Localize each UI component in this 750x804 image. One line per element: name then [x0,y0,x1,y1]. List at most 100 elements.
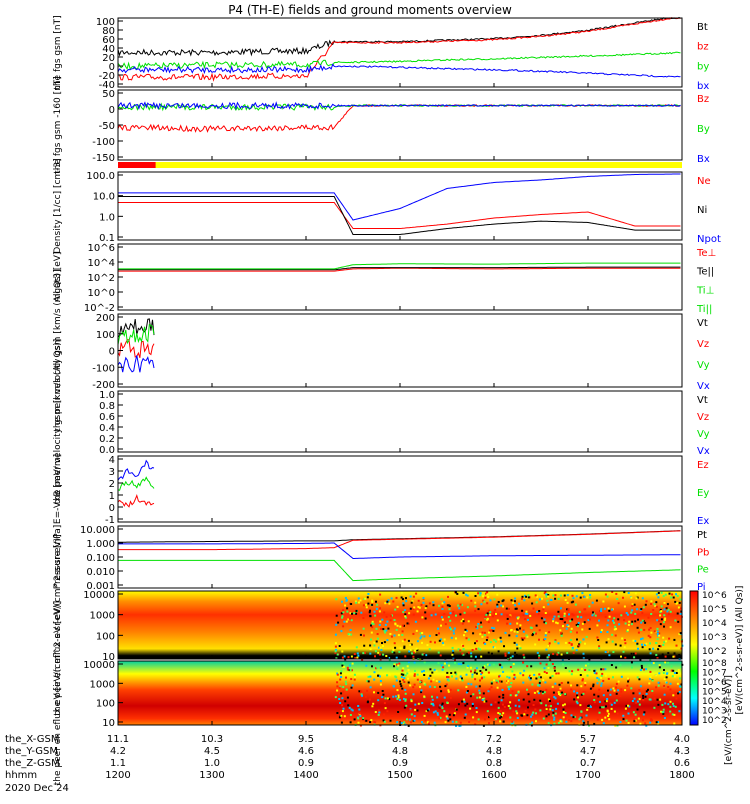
spectrogram-pixel [547,645,550,647]
spectrogram-pixel [656,627,659,630]
spectrogram-pixel [642,697,645,700]
spectrogram-pixel [462,618,464,621]
spectrogram-pixel [601,718,604,721]
spectrogram-pixel [508,688,510,691]
spectrogram-pixel [509,694,512,697]
colorbar-tick-label: 10^2 [702,716,727,726]
spectrogram-pixel [446,604,449,607]
spectrogram-pixel [371,603,374,606]
spectrogram-pixel [375,640,378,643]
spectrogram-pixel [370,638,372,641]
spectrogram-pixel [611,633,614,636]
spectrogram-pixel [523,713,526,716]
y-axis-label: mgat3 [eV] [53,252,63,303]
spectrogram-pixel [535,632,537,635]
spectrogram-pixel [547,603,550,606]
spectrogram-pixel [657,703,660,706]
spectrogram-pixel [413,673,416,676]
spectrogram-pixel [435,693,438,696]
spectrogram-pixel [446,717,449,720]
spectrogram-pixel [578,610,581,613]
spectrogram-pixel [410,601,413,604]
spectrogram-pixel [446,701,449,704]
spectrogram-pixel [350,619,353,622]
spectrogram-pixel [350,708,353,711]
spectrogram-pixel [576,638,578,641]
spectrogram-pixel [415,647,418,650]
spectrogram-pixel [660,591,663,594]
spectrogram-pixel [398,662,401,665]
y-tick-label: 10^6 [88,243,115,254]
spectrogram-pixel [337,621,340,624]
panel-8: the peir en eflux eV [eV/(cm^2-s-sr-eV)]… [53,534,684,716]
spectrogram-pixel [382,653,385,656]
spectrogram-pixel [649,627,652,629]
spectrogram-pixel [469,666,472,669]
spectrogram-pixel [376,637,379,640]
spectrogram-pixel [403,645,406,648]
spectrogram-pixel [636,700,639,703]
spectrogram-pixel [546,599,549,602]
spectrogram-pixel [667,608,670,611]
spectrogram-pixel [407,671,410,674]
spectrogram-pixel [587,704,590,707]
spectrogram-pixel [395,695,397,698]
spectrogram-pixel [600,706,603,709]
spectrogram-pixel [373,641,376,644]
spectrogram-pixel [519,647,522,650]
spectrogram-pixel [412,613,415,616]
spectrogram-pixel [501,703,504,706]
spectrogram-pixel [667,661,670,664]
spectrogram-pixel [532,633,534,636]
colorbar-tick-label: 10^7 [702,669,727,679]
spectrogram-pixel [444,721,447,724]
spectrogram-pixel [435,634,438,636]
spectrogram-pixel [359,715,362,718]
spectrogram-pixel [503,645,505,648]
spectrogram-pixel [511,690,514,693]
spectrogram-pixel [612,676,614,679]
spectrogram-pixel [645,693,648,695]
spectrogram-pixel [432,678,435,681]
spectrogram-pixel [526,665,529,668]
y-tick-label: -50 [99,121,115,132]
spectrogram-pixel [413,606,416,609]
spectrogram-pixel [544,634,547,637]
spectrogram-pixel [504,652,507,655]
spectrogram-pixel [417,702,420,705]
spectrogram-pixel [657,721,660,724]
panel-frame [117,171,683,241]
spectrogram-pixel [571,613,574,616]
spectrogram-pixel [542,638,545,641]
series-Ex [117,459,155,481]
spectrogram-pixel [555,672,558,675]
spectrogram-pixel [514,676,517,679]
spectrogram-pixel [499,636,502,639]
spectrogram-pixel [459,678,462,681]
spectrogram-pixel [497,701,500,704]
spectrogram-pixel [539,680,542,683]
spectrogram-pixel [544,591,547,594]
spectrogram-pixel [513,600,516,603]
spectrogram-pixel [404,692,407,695]
spectrogram-pixel [669,626,672,629]
spectrogram-pixel [481,671,484,674]
spectrogram-pixel [381,642,383,644]
spectrogram-pixel [626,684,629,687]
spectrogram-pixel [678,691,681,693]
spectrogram-pixel [380,627,383,630]
spectrogram-pixel [411,600,414,603]
spectrogram-pixel [593,669,596,672]
spectrogram-pixel [485,664,488,667]
spectrogram-pixel [642,699,645,702]
spectrogram-pixel [623,639,626,641]
spectrogram-pixel [423,661,426,664]
series-Ti⊥ [118,262,681,270]
legend-Pb: Pb [697,547,709,558]
state-bar-segment [118,162,156,168]
spectrogram-pixel [533,673,536,676]
spectrogram-pixel [474,669,477,672]
spectrogram-pixel [430,614,433,617]
spectrogram-pixel [386,639,389,642]
spectrogram-pixel [509,622,512,625]
